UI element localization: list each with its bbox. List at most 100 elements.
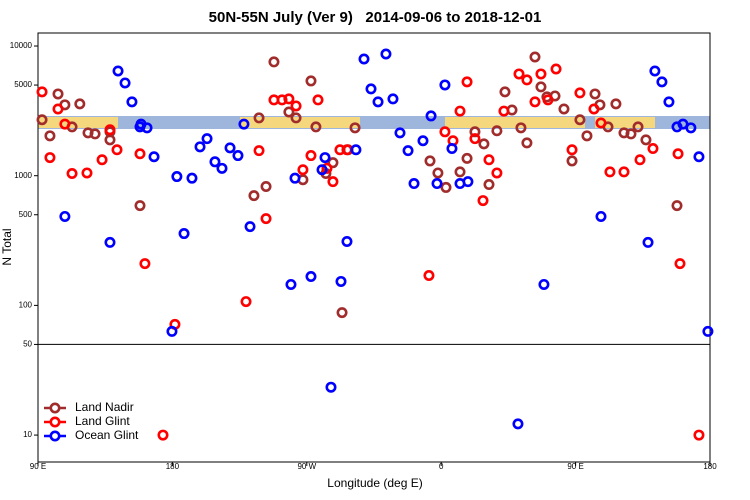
y-tick-label: 1000 xyxy=(14,171,32,180)
point xyxy=(59,210,71,222)
point xyxy=(139,258,151,270)
point xyxy=(81,167,93,179)
point xyxy=(157,429,169,441)
point xyxy=(513,68,525,80)
legend-swatch xyxy=(49,430,61,442)
point xyxy=(461,152,473,164)
point xyxy=(521,137,533,149)
x-tick-label: 180 xyxy=(166,462,180,471)
point xyxy=(327,176,339,188)
point xyxy=(595,117,607,129)
point xyxy=(649,65,661,77)
point xyxy=(454,166,466,178)
point xyxy=(478,138,490,150)
y-tick-label: 10 xyxy=(23,430,32,439)
x-tick-label: 0 xyxy=(439,462,444,471)
point xyxy=(439,79,451,91)
point xyxy=(634,154,646,166)
point xyxy=(440,181,452,193)
point xyxy=(240,296,252,308)
point xyxy=(529,51,541,63)
point xyxy=(372,96,384,108)
point xyxy=(423,270,435,282)
point xyxy=(454,105,466,117)
point xyxy=(166,325,178,337)
point xyxy=(283,106,295,118)
point xyxy=(253,112,265,124)
point xyxy=(44,152,56,164)
point xyxy=(461,76,473,88)
point xyxy=(647,143,659,155)
point xyxy=(96,154,108,166)
point xyxy=(297,164,309,176)
x-tick-label: 90 E xyxy=(30,462,46,471)
point xyxy=(462,176,474,188)
point xyxy=(702,325,714,337)
point xyxy=(321,162,333,174)
point xyxy=(350,144,362,156)
point xyxy=(59,118,71,130)
point xyxy=(52,103,64,115)
point xyxy=(558,103,570,115)
point xyxy=(232,150,244,162)
point xyxy=(36,86,48,98)
y-tick-label: 100 xyxy=(19,300,33,309)
point xyxy=(538,278,550,290)
point xyxy=(349,122,361,134)
point xyxy=(574,87,586,99)
point xyxy=(216,162,228,174)
point xyxy=(656,76,668,88)
point xyxy=(432,167,444,179)
legend-swatch xyxy=(49,416,61,428)
point xyxy=(253,145,265,157)
point xyxy=(104,134,116,146)
point xyxy=(535,81,547,93)
point xyxy=(589,88,601,100)
point xyxy=(529,96,541,108)
point xyxy=(499,86,511,98)
point xyxy=(469,133,481,145)
point xyxy=(52,88,64,100)
point xyxy=(209,156,221,168)
point xyxy=(439,126,451,138)
point xyxy=(148,151,160,163)
point xyxy=(663,96,675,108)
point xyxy=(305,271,317,283)
point xyxy=(74,98,86,110)
point xyxy=(402,145,414,157)
point xyxy=(632,121,644,133)
point xyxy=(642,236,654,248)
point xyxy=(477,195,489,207)
point xyxy=(610,98,622,110)
point xyxy=(283,93,295,105)
point xyxy=(316,164,328,176)
point xyxy=(491,125,503,137)
point xyxy=(104,124,116,136)
point xyxy=(581,130,593,142)
point xyxy=(134,200,146,212)
point xyxy=(640,134,652,146)
point xyxy=(469,126,481,138)
point xyxy=(260,213,272,225)
y-tick-label: 500 xyxy=(19,210,33,219)
x-tick-label: 90 E xyxy=(567,462,583,471)
point xyxy=(260,180,272,192)
y-tick-label: 50 xyxy=(23,340,32,349)
point xyxy=(134,148,146,160)
point xyxy=(491,167,503,179)
point xyxy=(417,135,429,147)
point xyxy=(341,144,353,156)
point xyxy=(424,155,436,167)
point xyxy=(425,110,437,122)
point xyxy=(319,152,331,164)
point xyxy=(574,114,586,126)
point xyxy=(285,278,297,290)
point xyxy=(512,418,524,430)
point xyxy=(431,178,443,190)
point xyxy=(89,128,101,140)
point xyxy=(693,429,705,441)
x-tick-label: 90 W xyxy=(297,462,316,471)
point xyxy=(550,63,562,75)
point xyxy=(310,121,322,133)
